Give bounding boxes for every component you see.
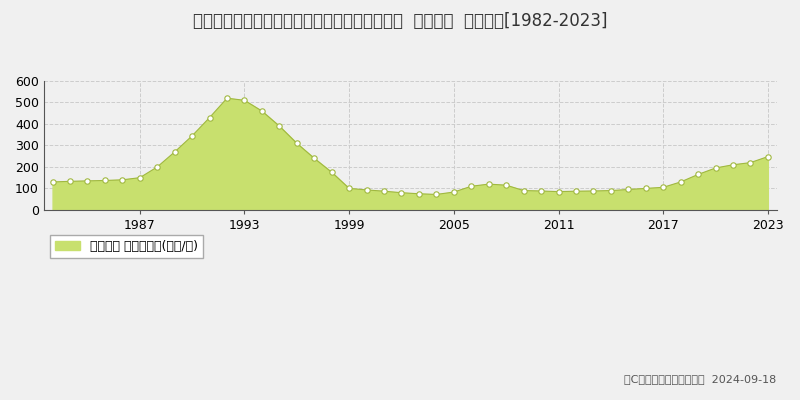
Point: [465, 183, 478, 190]
Point: [726, 162, 739, 168]
Point: [378, 188, 390, 194]
Point: [552, 188, 565, 195]
Point: [342, 185, 355, 192]
Point: [605, 187, 618, 194]
Point: [500, 182, 513, 188]
Point: [430, 191, 442, 198]
Point: [674, 179, 687, 185]
Point: [81, 178, 94, 184]
Legend: 公示地価 平均坪単価(万円/坪): 公示地価 平均坪単価(万円/坪): [50, 235, 203, 258]
Point: [762, 154, 774, 160]
Point: [290, 140, 303, 146]
Point: [326, 169, 338, 176]
Point: [186, 132, 198, 139]
Point: [273, 123, 286, 129]
Point: [413, 190, 426, 197]
Point: [203, 114, 216, 121]
Text: （C）土地価格ドットコム  2024-09-18: （C）土地価格ドットコム 2024-09-18: [624, 374, 776, 384]
Point: [308, 155, 321, 162]
Point: [116, 177, 129, 183]
Point: [657, 184, 670, 190]
Point: [622, 186, 634, 193]
Point: [482, 181, 495, 187]
Point: [46, 179, 59, 185]
Point: [360, 187, 373, 193]
Point: [534, 188, 547, 194]
Point: [447, 189, 460, 195]
Point: [151, 164, 164, 170]
Point: [168, 149, 181, 155]
Point: [64, 178, 77, 184]
Point: [134, 174, 146, 181]
Point: [238, 97, 251, 104]
Point: [255, 108, 268, 114]
Point: [744, 160, 757, 166]
Point: [692, 171, 705, 178]
Point: [98, 177, 111, 184]
Point: [570, 188, 582, 194]
Point: [518, 187, 530, 194]
Point: [395, 190, 408, 196]
Point: [709, 165, 722, 171]
Point: [587, 188, 600, 194]
Point: [639, 185, 652, 192]
Text: 北海道札幌市中央区大通西１４丁目１番１５外  公示地価  地価推移[1982-2023]: 北海道札幌市中央区大通西１４丁目１番１５外 公示地価 地価推移[1982-202…: [193, 12, 607, 30]
Point: [221, 95, 234, 101]
